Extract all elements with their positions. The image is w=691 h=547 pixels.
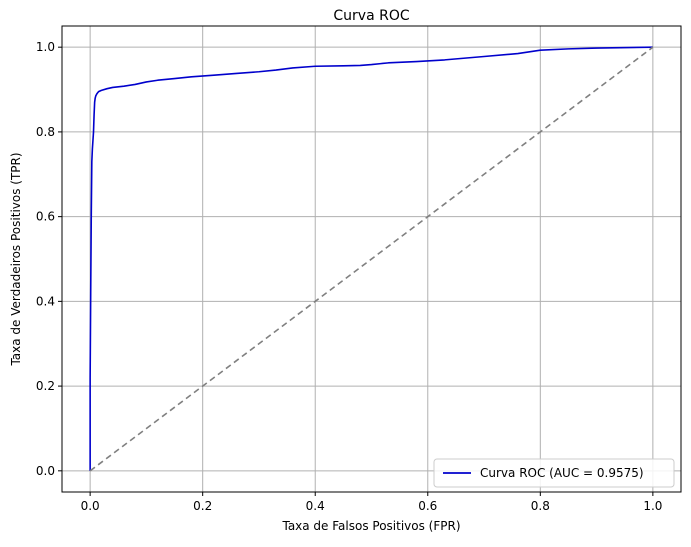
x-tick-label: 0.0 — [81, 499, 100, 513]
y-axis-label: Taxa de Verdadeiros Positivos (TPR) — [9, 152, 23, 366]
roc-curve-line — [89, 46, 653, 471]
x-axis-label: Taxa de Falsos Positivos (FPR) — [281, 519, 460, 533]
x-tick-label: 0.6 — [418, 499, 437, 513]
legend-box — [433, 458, 675, 488]
legend: Curva ROC (AUC = 0.9575) — [433, 458, 675, 488]
x-tick-label: 0.2 — [193, 499, 212, 513]
y-tick-label: 0.2 — [36, 379, 55, 393]
y-tick-label: 0.4 — [36, 294, 55, 308]
legend-label-roc: Curva ROC (AUC = 0.9575) — [480, 466, 644, 480]
series-layer — [89, 46, 654, 472]
x-tick-label: 0.4 — [306, 499, 325, 513]
y-tick-label: 1.0 — [36, 40, 55, 54]
chart-title: Curva ROC — [333, 8, 409, 24]
random-baseline-line — [89, 46, 654, 472]
y-tick-label: 0.8 — [36, 125, 55, 139]
y-tick-label: 0.0 — [36, 464, 55, 478]
y-tick-label: 0.6 — [36, 210, 55, 224]
grid-lines — [62, 26, 681, 492]
axis-ticks: 0.0 0.2 0.4 0.6 0.8 1.0 0.0 0.2 0.4 0.6 0.8 1.0 — [36, 40, 663, 513]
x-tick-label: 0.8 — [531, 499, 550, 513]
plot-frame — [61, 25, 682, 493]
x-tick-label: 1.0 — [643, 499, 662, 513]
